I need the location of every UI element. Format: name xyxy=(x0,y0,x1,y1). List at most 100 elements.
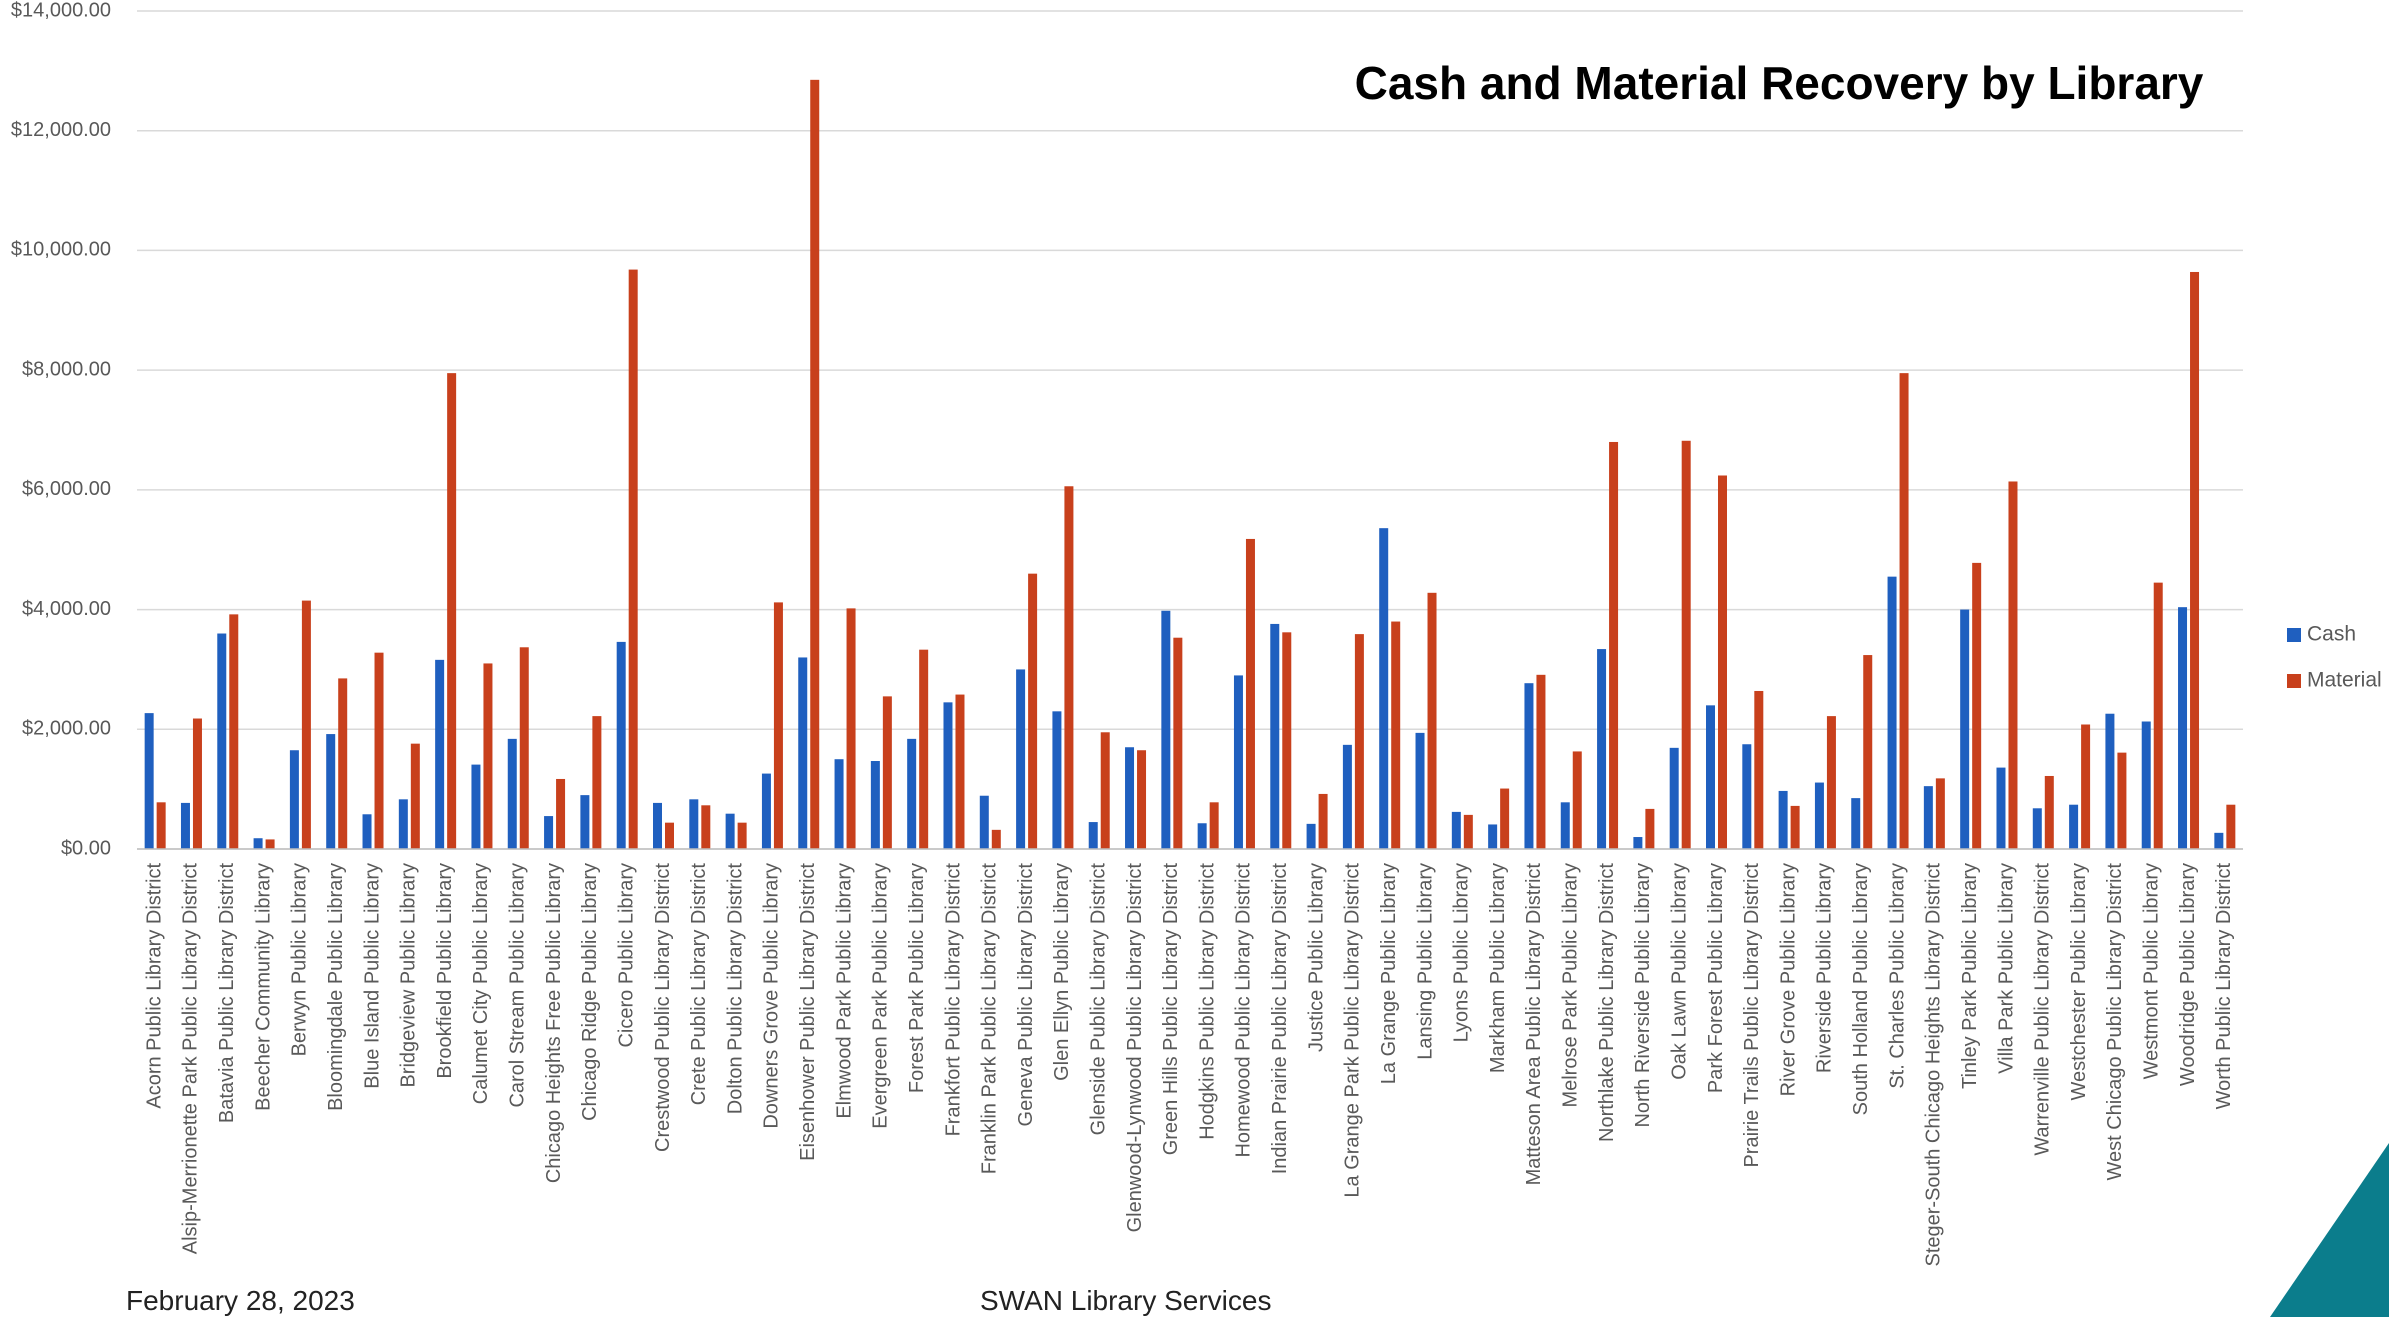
x-tick-label: Carol Stream Public Library xyxy=(507,863,529,1108)
bar xyxy=(156,802,166,849)
bar xyxy=(2214,832,2224,849)
bar xyxy=(1996,767,2006,849)
bar xyxy=(1706,705,1715,849)
y-tick-label: $10,000.00 xyxy=(11,239,111,261)
decor-triangle xyxy=(2270,1143,2389,1317)
bar xyxy=(1597,649,1607,849)
bar xyxy=(519,647,529,849)
x-tick-label: Bloomingdale Public Library xyxy=(325,863,347,1111)
bar xyxy=(1161,610,1171,849)
x-tick-label: Cicero Public Library xyxy=(615,863,637,1048)
x-tick-label: Blue Island Public Library xyxy=(361,863,383,1089)
bar xyxy=(265,839,275,849)
bar xyxy=(2081,724,2091,849)
bar xyxy=(1173,637,1183,849)
bar xyxy=(1016,669,1026,849)
x-tick-label: Crestwood Public Library District xyxy=(652,863,674,1152)
x-tick-label: River Grove Public Library xyxy=(1777,863,1799,1096)
x-tick-label: Glenside Public Library District xyxy=(1088,863,1110,1136)
x-tick-label: Frankfort Public Library District xyxy=(942,863,964,1137)
bar xyxy=(1536,674,1546,849)
x-tick-label: Park Forest Public Library xyxy=(1705,863,1727,1093)
x-tick-label: Glenwood-Lynwood Public Library District xyxy=(1124,863,1146,1233)
x-tick-label: Geneva Public Library District xyxy=(1015,863,1037,1127)
x-tick-label: Matteson Area Public Library District xyxy=(1523,863,1545,1186)
bar xyxy=(1814,782,1824,849)
bar xyxy=(1245,538,1255,849)
x-tick-label: Lyons Public Library xyxy=(1451,863,1473,1042)
bar xyxy=(1209,802,1219,849)
bar xyxy=(2032,808,2042,849)
bar xyxy=(1669,747,1679,849)
x-tick-label: Franklin Park Public Library District xyxy=(979,863,1001,1175)
bar xyxy=(1899,373,1909,849)
x-tick-label: Justice Public Library xyxy=(1305,863,1327,1052)
x-tick-label: Northlake Public Library District xyxy=(1596,863,1618,1142)
bar xyxy=(1354,634,1364,849)
bar xyxy=(2044,775,2054,849)
bar xyxy=(701,805,711,849)
bar xyxy=(1633,837,1643,849)
bar xyxy=(1100,732,1110,849)
bar xyxy=(544,816,554,849)
x-tick-label: Tinley Park Public Library xyxy=(1959,863,1981,1089)
bar xyxy=(338,678,348,849)
bar xyxy=(326,734,336,849)
bar xyxy=(1306,823,1316,849)
x-tick-label: Melrose Park Public Library xyxy=(1560,863,1582,1108)
x-tick-label: Chicago Heights Free Public Library xyxy=(543,863,565,1183)
bar xyxy=(2153,582,2163,849)
bar xyxy=(2226,804,2236,849)
y-tick-label: $0.00 xyxy=(61,837,111,859)
bar xyxy=(1960,609,1970,849)
bar xyxy=(435,659,445,849)
x-tick-label: Villa Park Public Library xyxy=(1995,863,2017,1074)
bar xyxy=(374,652,384,849)
x-tick-label: West Chicago Public Library District xyxy=(2104,863,2126,1181)
bar xyxy=(761,773,771,849)
bar xyxy=(2008,481,2018,849)
bar xyxy=(483,663,493,849)
bar xyxy=(217,633,227,849)
bar xyxy=(1197,823,1207,849)
bar xyxy=(1972,562,1982,849)
bar xyxy=(1137,750,1147,849)
bar xyxy=(1379,528,1389,849)
bar xyxy=(289,750,299,849)
bar xyxy=(1463,814,1473,849)
bar xyxy=(144,713,154,849)
bar xyxy=(1270,623,1280,849)
footer-organization: SWAN Library Services xyxy=(980,1285,1271,1316)
bar xyxy=(955,694,965,849)
x-tick-label: North Riverside Public Library xyxy=(1632,863,1654,1128)
bar xyxy=(556,778,566,849)
y-tick-label: $8,000.00 xyxy=(22,358,111,380)
bar xyxy=(1028,573,1038,849)
x-tick-label: Crete Public Library District xyxy=(688,863,710,1106)
x-tick-label: Acorn Public Library District xyxy=(143,863,165,1109)
chart-title: Cash and Material Recovery by Library xyxy=(1355,57,2204,109)
x-tick-label: Riverside Public Library xyxy=(1814,863,1836,1073)
bar xyxy=(1488,824,1498,849)
x-tick-label: St. Charles Public Library xyxy=(1886,863,1908,1089)
bar xyxy=(1863,655,1873,849)
bar xyxy=(362,814,372,849)
bar xyxy=(725,813,735,849)
bar xyxy=(943,702,953,849)
bar xyxy=(1052,711,1062,849)
bar xyxy=(1681,440,1691,849)
y-tick-label: $6,000.00 xyxy=(22,478,111,500)
bar xyxy=(229,614,239,849)
y-tick-label: $2,000.00 xyxy=(22,718,111,740)
x-tick-label: Oak Lawn Public Library xyxy=(1668,863,1690,1080)
x-tick-label: Lansing Public Library xyxy=(1414,863,1436,1060)
bar xyxy=(665,822,674,849)
bar xyxy=(1318,793,1328,849)
bar xyxy=(991,829,1001,849)
x-tick-label: Elmwood Park Public Library xyxy=(833,863,855,1119)
bar xyxy=(1500,788,1510,849)
legend-swatch xyxy=(2287,674,2301,688)
bar xyxy=(580,795,590,849)
bar xyxy=(2141,721,2151,849)
x-tick-label: Westchester Public Library xyxy=(2068,863,2090,1101)
